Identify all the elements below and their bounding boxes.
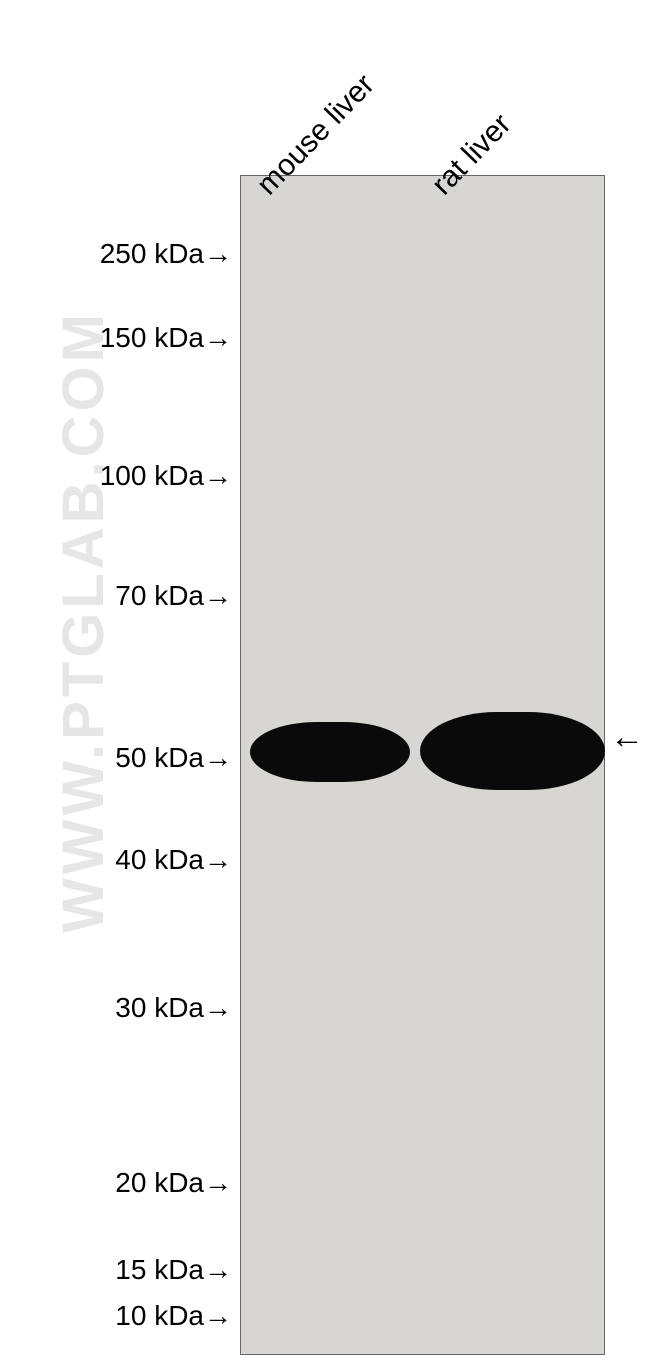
arrow-right-icon: → bbox=[204, 992, 232, 1024]
marker-text: 20 kDa bbox=[115, 1167, 204, 1198]
arrow-right-icon: → bbox=[204, 460, 232, 492]
protein-band bbox=[420, 712, 605, 790]
marker-text: 40 kDa bbox=[115, 844, 204, 875]
watermark-text: WWW.PTGLAB.COM bbox=[50, 310, 117, 933]
arrow-right-icon: → bbox=[204, 1254, 232, 1286]
molecular-weight-marker: 15 kDa→ bbox=[115, 1254, 232, 1286]
arrow-right-icon: → bbox=[204, 1167, 232, 1199]
molecular-weight-marker: 40 kDa→ bbox=[115, 844, 232, 876]
arrow-right-icon: → bbox=[204, 1300, 232, 1332]
blot-figure: WWW.PTGLAB.COM mouse liverrat liver 250 … bbox=[0, 0, 650, 1365]
arrow-right-icon: → bbox=[204, 322, 232, 354]
marker-text: 30 kDa bbox=[115, 992, 204, 1023]
arrow-right-icon: → bbox=[204, 238, 232, 270]
molecular-weight-marker: 250 kDa→ bbox=[100, 238, 232, 270]
molecular-weight-marker: 10 kDa→ bbox=[115, 1300, 232, 1332]
molecular-weight-marker: 30 kDa→ bbox=[115, 992, 232, 1024]
molecular-weight-marker: 20 kDa→ bbox=[115, 1167, 232, 1199]
marker-text: 10 kDa bbox=[115, 1300, 204, 1331]
marker-text: 50 kDa bbox=[115, 742, 204, 773]
target-band-arrow: ← bbox=[610, 718, 644, 757]
molecular-weight-marker: 70 kDa→ bbox=[115, 580, 232, 612]
marker-text: 150 kDa bbox=[100, 322, 204, 353]
molecular-weight-marker: 150 kDa→ bbox=[100, 322, 232, 354]
arrow-right-icon: → bbox=[204, 742, 232, 774]
arrow-right-icon: → bbox=[204, 844, 232, 876]
marker-text: 250 kDa bbox=[100, 238, 204, 269]
molecular-weight-marker: 100 kDa→ bbox=[100, 460, 232, 492]
marker-text: 15 kDa bbox=[115, 1254, 204, 1285]
marker-text: 70 kDa bbox=[115, 580, 204, 611]
protein-band bbox=[250, 722, 410, 782]
marker-text: 100 kDa bbox=[100, 460, 204, 491]
arrow-right-icon: → bbox=[204, 580, 232, 612]
molecular-weight-marker: 50 kDa→ bbox=[115, 742, 232, 774]
